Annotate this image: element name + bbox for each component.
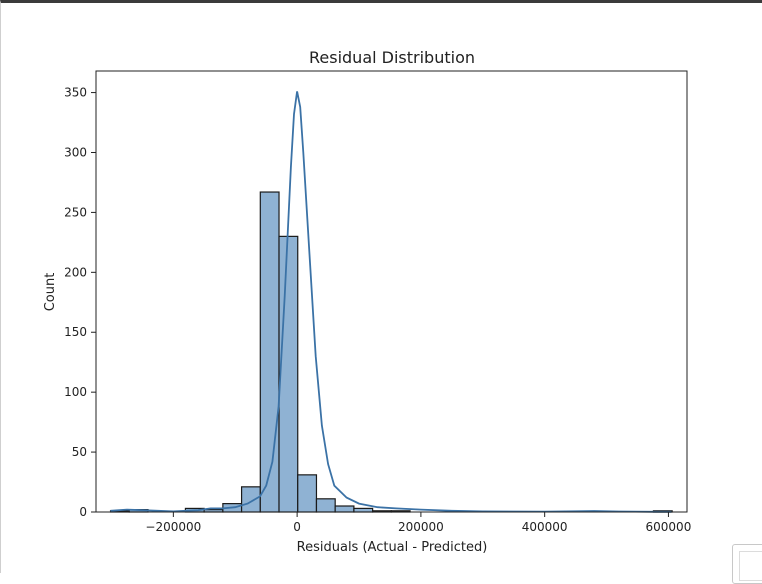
histogram-bar [315,498,336,513]
histogram-bar [334,505,355,513]
y-axis-label: Count [43,273,58,312]
x-tick-label: 400000 [522,520,568,534]
y-tick-label: 300 [64,145,87,159]
histogram-bar [259,191,280,513]
y-tick-label: 250 [64,205,87,219]
y-tick-label: 150 [64,325,87,339]
plot-frame [95,70,688,513]
x-axis-ticks: −200000 0 200000 400000 600000 [145,512,691,534]
histogram-bar [240,486,261,513]
y-tick-label: 350 [64,86,87,100]
x-tick-label: 600000 [646,520,692,534]
y-tick-label: 0 [79,505,87,519]
histogram-bar [353,507,374,513]
x-axis-label: Residuals (Actual - Predicted) [297,540,488,555]
histogram-bar [297,474,318,513]
y-tick-label: 200 [64,265,87,279]
x-tick-label: 0 [293,520,301,534]
x-tick-label: 200000 [398,520,444,534]
x-tick-label: −200000 [145,520,201,534]
kde-curve [110,91,672,513]
y-tick-label: 50 [72,445,87,459]
y-axis-ticks: 0 50 100 150 200 250 300 350 [64,86,96,519]
corner-handle-inner [739,551,762,581]
histogram-bar [278,235,299,513]
chart-title: Residual Distribution [309,48,475,67]
y-tick-label: 100 [64,385,87,399]
corner-resize-handle[interactable] [732,544,762,584]
histogram-bars [109,191,673,513]
